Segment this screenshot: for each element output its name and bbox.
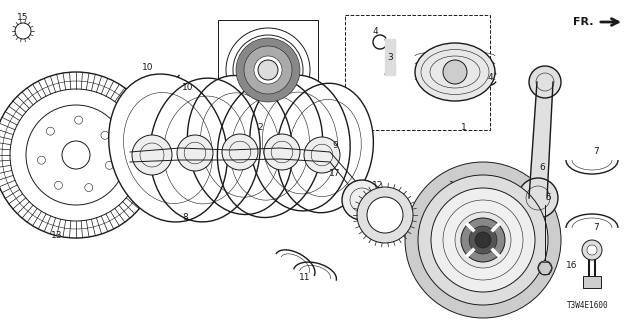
Text: 15: 15 (17, 13, 29, 22)
Text: 12: 12 (372, 180, 384, 189)
Ellipse shape (415, 43, 495, 101)
Text: 7: 7 (593, 223, 599, 233)
Circle shape (475, 232, 491, 248)
Circle shape (455, 212, 511, 268)
Ellipse shape (250, 75, 350, 211)
Circle shape (254, 56, 282, 84)
Polygon shape (529, 82, 553, 198)
Text: 10: 10 (182, 83, 194, 92)
Circle shape (236, 38, 300, 102)
Circle shape (418, 175, 548, 305)
Circle shape (431, 188, 535, 292)
Bar (345, 15, 490, 130)
Text: T3W4E1600: T3W4E1600 (567, 301, 609, 310)
Text: 4: 4 (487, 74, 493, 83)
Text: 11: 11 (300, 274, 311, 283)
Circle shape (467, 224, 499, 256)
Text: 6: 6 (539, 164, 545, 172)
Text: 10: 10 (142, 62, 154, 71)
Circle shape (443, 60, 467, 84)
Circle shape (342, 180, 382, 220)
Text: 3: 3 (387, 52, 393, 61)
Text: 16: 16 (566, 260, 578, 269)
Circle shape (244, 46, 292, 94)
Circle shape (443, 200, 523, 280)
Bar (218, 20, 318, 110)
Text: 17: 17 (329, 169, 340, 178)
Ellipse shape (109, 74, 227, 222)
Circle shape (461, 218, 505, 262)
Circle shape (222, 134, 258, 170)
Circle shape (264, 134, 300, 170)
Text: 1: 1 (461, 124, 467, 132)
Circle shape (518, 178, 558, 218)
Ellipse shape (188, 76, 292, 214)
Text: 13: 13 (51, 230, 63, 239)
Bar (583, 276, 601, 288)
Text: 4: 4 (372, 28, 378, 36)
Circle shape (538, 261, 552, 275)
Text: 14: 14 (449, 180, 461, 189)
Ellipse shape (340, 173, 356, 181)
Circle shape (582, 240, 602, 260)
Circle shape (177, 135, 213, 171)
Ellipse shape (276, 83, 373, 213)
Text: 9: 9 (332, 140, 338, 149)
Circle shape (304, 137, 340, 173)
Text: 8: 8 (182, 213, 188, 222)
Circle shape (258, 60, 278, 80)
Circle shape (405, 162, 561, 318)
Circle shape (367, 197, 403, 233)
Circle shape (132, 135, 172, 175)
Circle shape (469, 226, 497, 254)
Circle shape (587, 245, 597, 255)
Ellipse shape (150, 78, 260, 222)
Circle shape (357, 187, 413, 243)
Text: 2: 2 (257, 124, 263, 132)
Ellipse shape (218, 78, 323, 218)
Text: 5: 5 (545, 194, 551, 203)
Circle shape (529, 66, 561, 98)
Text: FR.: FR. (573, 17, 593, 27)
Text: 7: 7 (593, 148, 599, 156)
